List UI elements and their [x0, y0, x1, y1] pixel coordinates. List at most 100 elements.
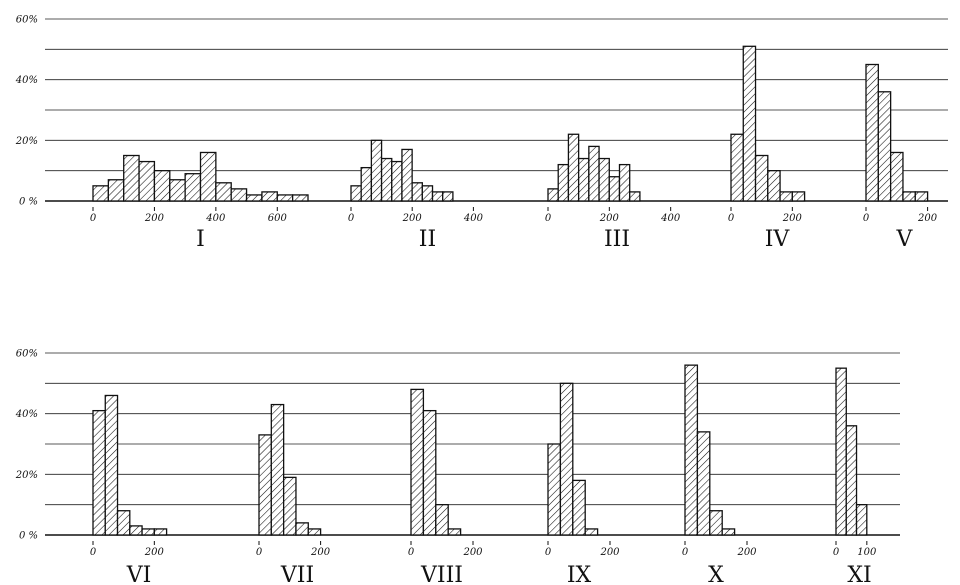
bar-I-3 — [123, 154, 140, 202]
histogram-panel-I: 0 200 400 600 I — [90, 151, 309, 252]
bar-II-7 — [411, 182, 423, 202]
bar-I-4 — [138, 160, 156, 202]
chart-layer: 60% 40% 20% 0 % 60% 40% 20% 0 % 0 200 400 600 I 0 200 4… — [15, 15, 948, 585]
x-tick-label-I: 400 — [205, 213, 226, 224]
x-tick-label-XI: 100 — [857, 547, 877, 558]
bar-III-5 — [588, 145, 600, 202]
x-tick-label-III: 400 — [660, 213, 681, 224]
bar-I-5 — [153, 170, 171, 202]
bar-III-9 — [629, 191, 641, 202]
bar-IV-3 — [754, 154, 769, 202]
y-tick-label-row1: 40% — [15, 75, 38, 86]
bar-IV-5 — [779, 191, 793, 202]
bar-II-1 — [350, 185, 362, 202]
panel-title-VIII: VIII — [420, 563, 463, 585]
bar-X-4 — [721, 528, 736, 536]
x-tick-label-III: 200 — [599, 213, 620, 224]
bar-V-2 — [877, 91, 892, 202]
x-tick-label-V: 200 — [917, 213, 938, 224]
bar-III-4 — [577, 157, 590, 202]
y-tick-label-row2: 0 % — [19, 531, 38, 542]
bar-I-10 — [230, 188, 248, 202]
panel-title-X: X — [708, 563, 724, 585]
bar-VIII-3 — [435, 504, 449, 536]
x-tick-label-II: 200 — [402, 213, 423, 224]
x-tick-label-X: 200 — [736, 547, 757, 558]
bar-III-3 — [567, 133, 580, 202]
bar-I-8 — [199, 151, 217, 202]
panel-title-IV: IV — [765, 227, 791, 252]
bar-VIII-1 — [410, 388, 425, 536]
bar-VIII-2 — [422, 409, 437, 536]
bar-VII-5 — [307, 528, 322, 536]
bar-I-11 — [245, 194, 263, 202]
bar-V-4 — [902, 191, 916, 202]
bar-IX-2 — [559, 382, 574, 536]
bar-IX-1 — [547, 443, 562, 536]
histogram-panel-VIII: 0 200 VIII — [408, 388, 483, 585]
bar-I-6 — [169, 179, 186, 202]
y-tick-label-row2: 40% — [15, 409, 38, 420]
histogram-panel-XI: 0 100 XI — [833, 367, 877, 585]
bar-I-7 — [184, 173, 202, 202]
panel-title-IX: IX — [567, 563, 592, 585]
panel-title-VI: VI — [126, 563, 152, 585]
x-tick-label-I: 200 — [144, 213, 165, 224]
histogram-panel-II: 0 200 400 II — [348, 139, 484, 252]
bar-II-9 — [431, 191, 444, 202]
bar-V-1 — [865, 63, 879, 202]
bar-XI-1 — [835, 367, 847, 536]
bar-VI-5 — [141, 528, 155, 536]
bar-VII-3 — [282, 476, 297, 536]
bar-VI-2 — [104, 394, 119, 536]
bar-I-13 — [276, 194, 294, 202]
x-tick-label-I: 0 — [90, 213, 97, 224]
x-tick-label-I: 600 — [268, 213, 288, 224]
x-tick-label-IV: 0 — [728, 213, 735, 224]
histogram-panel-X: 0 200 X — [682, 364, 757, 585]
y-tick-label-row1: 0 % — [19, 197, 38, 208]
x-tick-label-VIII: 200 — [462, 547, 483, 558]
bar-IV-6 — [791, 191, 806, 202]
bar-IV-1 — [730, 133, 744, 202]
panel-title-III: III — [604, 227, 630, 252]
x-tick-label-VI: 200 — [144, 547, 165, 558]
bar-X-1 — [684, 364, 699, 536]
panel-title-II: II — [419, 227, 436, 252]
bar-VIII-4 — [447, 528, 462, 536]
bar-II-2 — [360, 166, 373, 202]
bar-X-3 — [709, 510, 723, 536]
bar-I-14 — [291, 194, 309, 202]
y-tick-label-row1: 20% — [15, 136, 38, 147]
bar-I-12 — [261, 191, 278, 202]
bar-IX-3 — [572, 479, 586, 536]
bar-I-9 — [215, 182, 232, 202]
bar-II-8 — [421, 185, 434, 202]
x-tick-label-IV: 200 — [782, 213, 803, 224]
bar-III-2 — [557, 163, 570, 202]
bar-V-3 — [889, 151, 904, 202]
bar-III-8 — [618, 163, 631, 202]
x-tick-label-IX: 200 — [599, 547, 620, 558]
x-tick-label-XI: 0 — [833, 547, 840, 558]
bar-II-5 — [391, 160, 403, 202]
bar-III-7 — [608, 176, 621, 202]
histogram-panel-III: 0 200 400 III — [545, 133, 681, 252]
x-tick-label-V: 0 — [863, 213, 870, 224]
y-tick-label-row2: 60% — [16, 349, 38, 360]
bar-III-6 — [598, 157, 610, 202]
bar-VI-3 — [116, 510, 131, 536]
x-tick-label-X: 0 — [682, 547, 689, 558]
y-tick-label-row2: 20% — [15, 470, 38, 481]
x-tick-label-VII: 200 — [310, 547, 331, 558]
panel-title-V: V — [896, 227, 914, 252]
x-tick-label-VIII: 0 — [408, 547, 415, 558]
bar-VII-1 — [258, 434, 272, 536]
bar-VI-4 — [129, 525, 143, 536]
histogram-panel-VI: 0 200 VI — [90, 394, 168, 585]
bar-V-5 — [914, 191, 929, 202]
bar-I-2 — [107, 179, 125, 202]
histogram-panel-IV: 0 200 IV — [728, 45, 806, 252]
